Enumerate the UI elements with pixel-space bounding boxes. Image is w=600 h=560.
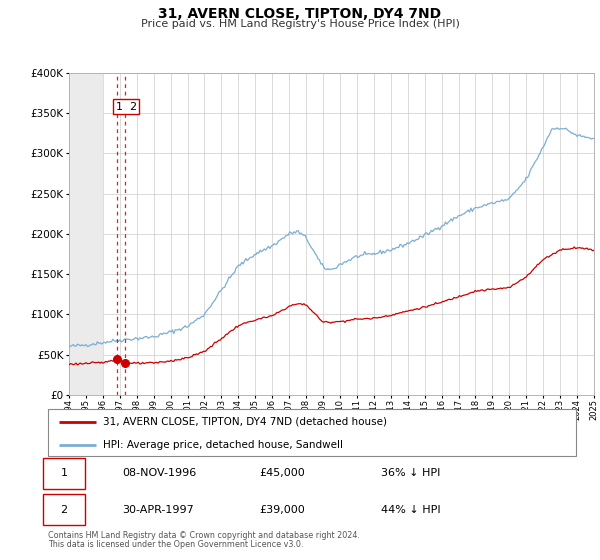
Text: HPI: Average price, detached house, Sandwell: HPI: Average price, detached house, Sand… — [103, 440, 343, 450]
Bar — [69, 73, 103, 395]
FancyBboxPatch shape — [43, 494, 85, 525]
Text: £39,000: £39,000 — [259, 505, 305, 515]
Text: 30-APR-1997: 30-APR-1997 — [122, 505, 194, 515]
FancyBboxPatch shape — [43, 458, 85, 489]
Text: 31, AVERN CLOSE, TIPTON, DY4 7ND (detached house): 31, AVERN CLOSE, TIPTON, DY4 7ND (detach… — [103, 417, 388, 427]
Text: 1  2: 1 2 — [116, 101, 137, 111]
Text: Price paid vs. HM Land Registry's House Price Index (HPI): Price paid vs. HM Land Registry's House … — [140, 19, 460, 29]
Text: This data is licensed under the Open Government Licence v3.0.: This data is licensed under the Open Gov… — [48, 540, 304, 549]
Text: 36% ↓ HPI: 36% ↓ HPI — [380, 468, 440, 478]
Text: 1: 1 — [61, 468, 67, 478]
Text: 08-NOV-1996: 08-NOV-1996 — [122, 468, 196, 478]
Text: 2: 2 — [60, 505, 67, 515]
FancyBboxPatch shape — [48, 409, 576, 456]
Text: 31, AVERN CLOSE, TIPTON, DY4 7ND: 31, AVERN CLOSE, TIPTON, DY4 7ND — [158, 7, 442, 21]
Text: Contains HM Land Registry data © Crown copyright and database right 2024.: Contains HM Land Registry data © Crown c… — [48, 531, 360, 540]
Text: 44% ↓ HPI: 44% ↓ HPI — [380, 505, 440, 515]
Text: £45,000: £45,000 — [259, 468, 305, 478]
